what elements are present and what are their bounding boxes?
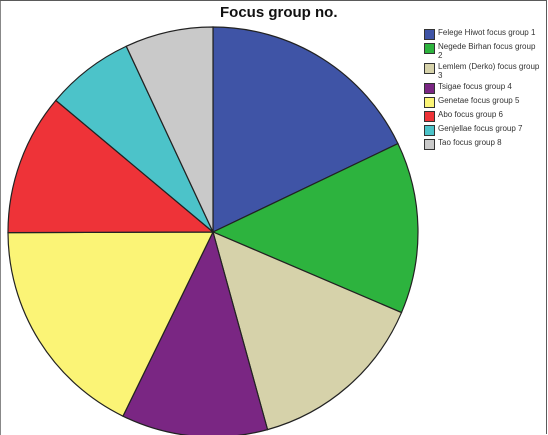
pie-slice-8 xyxy=(125,26,214,233)
legend-swatch xyxy=(424,97,435,108)
legend-label: Felege Hiwot focus group 1 xyxy=(438,28,536,37)
legend-label: Genjellae focus group 7 xyxy=(438,124,523,133)
legend-label: Negede Birhan focus group 2 xyxy=(438,42,536,60)
legend-item-3: Lemlem (Derko) focus group 3 xyxy=(424,62,548,80)
pie-slice-6 xyxy=(7,99,215,234)
legend-label: Abo focus group 6 xyxy=(438,110,503,119)
pie-slice-1 xyxy=(212,26,399,233)
legend-label: Tao focus group 8 xyxy=(438,138,502,147)
chart-legend: Felege Hiwot focus group 1 Negede Birhan … xyxy=(424,28,548,152)
legend-item-5: Genetae focus group 5 xyxy=(424,96,548,108)
legend-swatch xyxy=(424,63,435,74)
legend-label: Lemlem (Derko) focus group 3 xyxy=(438,62,540,80)
pie-slice-5 xyxy=(7,231,214,417)
legend-swatch xyxy=(424,139,435,150)
legend-swatch xyxy=(424,83,435,94)
frame-left-border xyxy=(0,0,1,435)
pie-slice-2 xyxy=(211,142,419,314)
legend-swatch xyxy=(424,111,435,122)
legend-label: Tsigae focus group 4 xyxy=(438,82,512,91)
legend-item-7: Genjellae focus group 7 xyxy=(424,124,548,136)
legend-item-4: Tsigae focus group 4 xyxy=(424,82,548,94)
legend-item-2: Negede Birhan focus group 2 xyxy=(424,42,548,60)
pie-slice-4 xyxy=(122,230,269,435)
legend-label: Genetae focus group 5 xyxy=(438,96,520,105)
legend-swatch xyxy=(424,43,435,54)
pie-slice-3 xyxy=(212,230,403,431)
legend-swatch xyxy=(424,125,435,136)
chart-title: Focus group no. xyxy=(220,4,338,21)
legend-swatch xyxy=(424,29,435,40)
legend-item-8: Tao focus group 8 xyxy=(424,138,548,150)
legend-item-6: Abo focus group 6 xyxy=(424,110,548,122)
legend-item-1: Felege Hiwot focus group 1 xyxy=(424,28,548,40)
